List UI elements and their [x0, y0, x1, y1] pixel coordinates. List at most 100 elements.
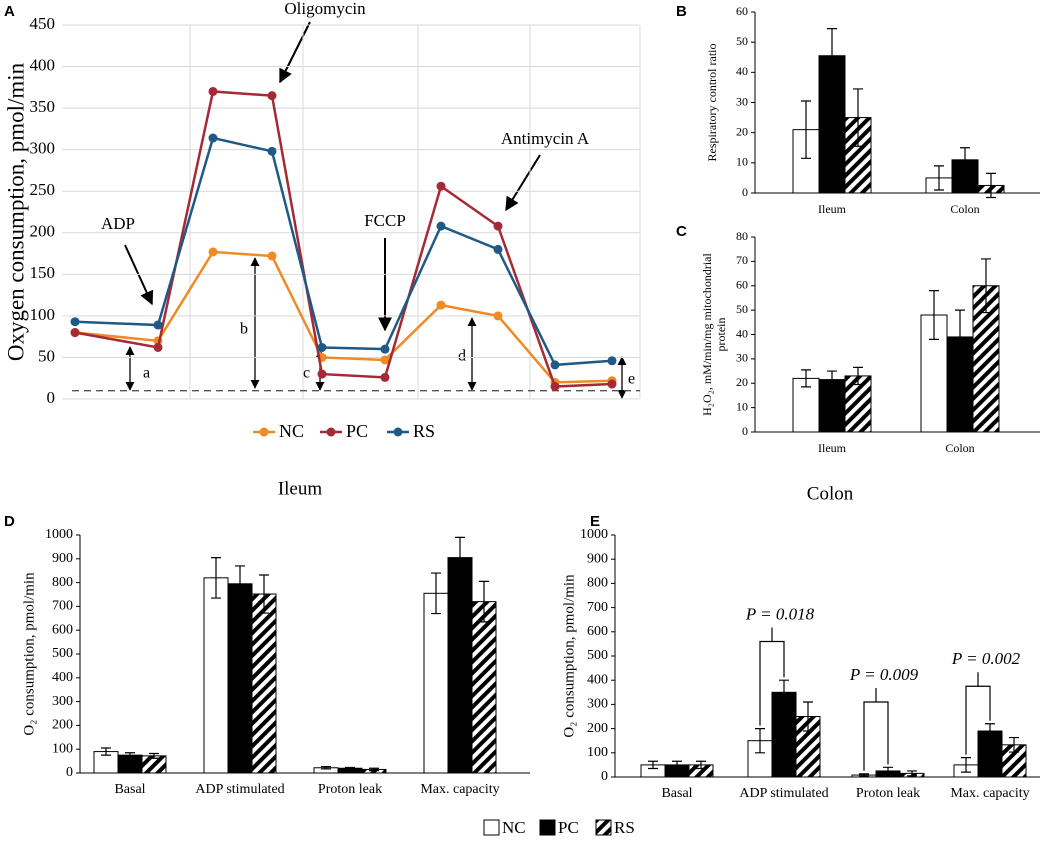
error-bar: [955, 309, 965, 365]
segment-label: a: [143, 365, 150, 382]
point: [70, 328, 80, 338]
y-tick-label: 30: [736, 94, 748, 108]
y-tick-label: 1000: [45, 527, 73, 542]
point: [380, 355, 390, 365]
x-tick-label: Ileum: [818, 202, 847, 216]
y-tick-label: 60: [736, 278, 748, 292]
bar: [447, 557, 473, 774]
point: [153, 342, 163, 352]
y-tick-label: 600: [52, 622, 73, 637]
legend-label: PC: [346, 421, 368, 441]
bar: [771, 691, 797, 778]
error-bar: [696, 760, 706, 770]
y-tick-label: 40: [736, 64, 748, 78]
x-tick-label: Basal: [114, 782, 145, 797]
bar: [423, 592, 449, 774]
significance-bracket: [863, 701, 889, 771]
bar: [792, 377, 820, 433]
point: [550, 360, 560, 370]
y-tick-label: 0: [66, 765, 73, 780]
legend-marker: [393, 427, 403, 437]
x-tick-label: Ileum: [818, 441, 847, 455]
y-tick-label: 50: [38, 346, 55, 365]
point: [208, 86, 218, 96]
x-tick-label: Max. capacity: [950, 786, 1029, 801]
point: [208, 247, 218, 257]
legend-swatch: [483, 819, 500, 836]
error-bar: [827, 370, 837, 389]
legend-swatch: [539, 819, 556, 836]
point: [493, 221, 503, 231]
error-bar: [648, 760, 658, 770]
error-bar: [149, 752, 159, 759]
y-tick-label: 0: [742, 185, 748, 199]
p-value: P = 0.018: [745, 604, 815, 623]
point: [380, 372, 390, 382]
point: [436, 221, 446, 231]
error-bar: [1009, 736, 1019, 753]
error-bar: [672, 760, 682, 770]
y-tick-label: 600: [587, 624, 608, 639]
y-tick-label: 20: [736, 124, 748, 138]
error-bar: [479, 580, 489, 623]
x-tick-label: ADP stimulated: [739, 786, 828, 801]
y-tick-label: 250: [30, 180, 56, 199]
y-tick-label: 20: [736, 375, 748, 389]
y-tick-label: 1000: [580, 527, 608, 542]
annotation: Oligomycin: [284, 0, 366, 18]
point: [380, 344, 390, 354]
point: [607, 379, 617, 389]
error-bar: [755, 728, 765, 754]
y-tick-label: 70: [736, 253, 748, 267]
y-tick-label: 30: [736, 351, 748, 365]
legend-swatch: [595, 819, 612, 836]
p-value: P = 0.009: [849, 665, 919, 684]
point: [208, 133, 218, 143]
y-tick-label: 50: [736, 34, 748, 48]
point: [267, 91, 277, 101]
x-tick-label: Max. capacity: [420, 782, 499, 797]
y-tick-label: 450: [30, 14, 56, 33]
arrow: [279, 21, 311, 84]
error-bar: [986, 172, 996, 199]
error-bar: [883, 766, 893, 776]
y-tick-label: 80: [736, 229, 748, 243]
y-tick-label: 350: [30, 97, 56, 116]
error-bar: [960, 147, 970, 173]
y-axis-label: Oxygen consumption, pmol/min: [3, 62, 28, 361]
y-tick-label: 200: [587, 721, 608, 736]
error-bar: [853, 88, 863, 147]
y-tick-label: 10: [736, 155, 748, 169]
legend-label: RS: [413, 421, 435, 441]
point: [607, 356, 617, 366]
arrow: [505, 154, 541, 212]
point: [153, 320, 163, 330]
y-tick-label: 300: [587, 697, 608, 712]
error-bar: [321, 765, 331, 770]
panel-letter: C: [676, 223, 687, 240]
y-tick-label: 200: [52, 718, 73, 733]
error-bar: [125, 752, 135, 759]
x-tick-label: Basal: [661, 786, 692, 801]
x-tick-label: Colon: [945, 441, 974, 455]
error-bar: [803, 701, 813, 732]
legend-label: RS: [614, 818, 635, 837]
y-tick-label: 0: [47, 388, 56, 407]
y-tick-label: 400: [30, 55, 56, 74]
panel-letter: D: [4, 513, 15, 530]
point: [317, 369, 327, 379]
y-tick-label: 100: [30, 305, 56, 324]
bar: [471, 601, 497, 774]
error-bar: [801, 369, 811, 388]
y-tick-label: 400: [52, 670, 73, 685]
y-tick-label: 400: [587, 672, 608, 687]
y-axis-label: O₂ consumption, pmol/min: [21, 572, 37, 736]
y-tick-label: 100: [52, 741, 73, 756]
error-bar: [981, 258, 991, 314]
point: [493, 311, 503, 321]
bar: [795, 716, 821, 778]
y-axis-label: H₂O₂, mM/min/mg mitochondrial: [700, 252, 714, 415]
y-tick-label: 60: [736, 4, 748, 18]
x-tick-label: Colon: [950, 202, 979, 216]
